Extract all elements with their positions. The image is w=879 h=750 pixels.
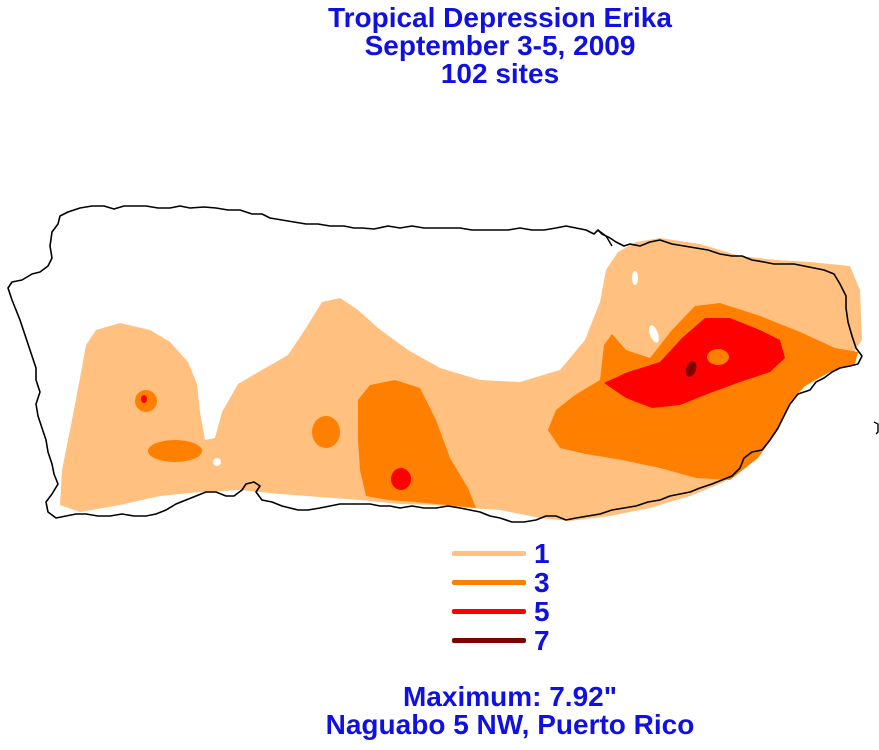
legend-item: 7 bbox=[452, 627, 572, 656]
island-outline-inlet bbox=[597, 229, 613, 247]
contour-3-inch-inner bbox=[707, 349, 729, 365]
legend-swatch bbox=[452, 551, 526, 556]
legend-label: 3 bbox=[534, 567, 550, 598]
island-outline bbox=[7, 205, 863, 523]
legend-label: 5 bbox=[534, 596, 550, 627]
legend-item: 3 bbox=[452, 569, 572, 598]
legend-label: 1 bbox=[534, 538, 550, 569]
title-site-count: 102 sites bbox=[440, 58, 560, 89]
legend-item: 5 bbox=[452, 598, 572, 627]
contour-3-inch-region bbox=[358, 380, 476, 508]
map-footer: Maximum: 7.92" Naguabo 5 NW, Puerto Rico bbox=[0, 683, 879, 739]
contour-5-inch-region bbox=[141, 395, 147, 403]
maximum-value: Maximum: 7.92" bbox=[402, 681, 618, 712]
island-outline-offshore bbox=[873, 421, 879, 435]
legend-item: 1 bbox=[452, 540, 572, 569]
legend-label: 7 bbox=[534, 625, 550, 656]
map-title: Tropical Depression Erika September 3-5,… bbox=[0, 4, 879, 88]
legend: 1 3 5 7 bbox=[452, 540, 572, 656]
contour-hole bbox=[632, 271, 638, 285]
title-storm-name: Tropical Depression Erika bbox=[328, 2, 672, 33]
legend-swatch bbox=[452, 580, 526, 585]
legend-swatch bbox=[452, 609, 526, 614]
contour-hole bbox=[213, 458, 221, 466]
contour-3-inch-region bbox=[312, 416, 340, 448]
contour-7-inch-region bbox=[685, 361, 697, 377]
legend-swatch bbox=[452, 638, 526, 643]
maximum-location: Naguabo 5 NW, Puerto Rico bbox=[325, 709, 695, 740]
contour-hole bbox=[649, 325, 659, 343]
contour-5-inch-region bbox=[391, 468, 411, 490]
title-date-range: September 3-5, 2009 bbox=[364, 30, 636, 61]
contour-3-inch-region bbox=[148, 440, 202, 462]
